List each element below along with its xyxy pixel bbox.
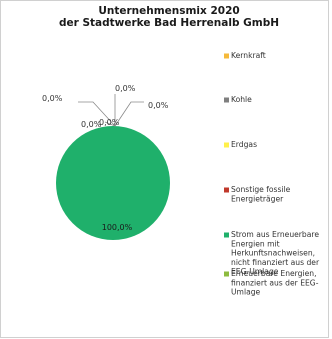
- data-label: 0,0%: [99, 118, 120, 127]
- data-label: 0,0%: [81, 120, 102, 129]
- legend-label: Umlage: [231, 288, 261, 297]
- legend-label: EEG-Umlage: [231, 267, 279, 276]
- legend-item: Erneuerbare Energien,finanziert aus der …: [224, 269, 319, 297]
- legend-item: Kohle: [224, 95, 252, 104]
- legend-label: Sonstige fossile: [231, 185, 291, 194]
- leader-line: [104, 121, 116, 127]
- legend-swatch: [224, 53, 229, 59]
- legend-swatch: [224, 97, 229, 103]
- data-label: 0,0%: [42, 94, 63, 103]
- leader-lines: [78, 94, 144, 127]
- pie-slices: [56, 126, 170, 240]
- chart-title-line: Unternehmensmix 2020: [98, 5, 239, 17]
- data-label: 0,0%: [115, 84, 136, 93]
- data-labels: 0,0%0,0%0,0%0,0%0,0%100,0%: [42, 84, 169, 232]
- legend-label: Erdgas: [231, 140, 257, 149]
- data-label: 0,0%: [148, 101, 169, 110]
- legend-label: Herkunftsnachweisen,: [231, 249, 315, 258]
- legend-label: Kernkraft: [231, 51, 266, 60]
- leader-line: [78, 101, 116, 127]
- legend-label: Erneuerbare Energien,: [231, 269, 317, 278]
- leader-line: [114, 101, 144, 127]
- legend-swatch: [224, 271, 229, 277]
- legend-label: Energieträger: [231, 194, 284, 203]
- legend-label: finanziert aus der EEG-: [231, 278, 319, 287]
- legend-swatch: [224, 232, 229, 238]
- legend-swatch: [224, 142, 229, 148]
- data-label: 100,0%: [102, 223, 133, 232]
- legend-item: Erdgas: [224, 140, 257, 149]
- legend-item: Kernkraft: [224, 51, 266, 60]
- chart-title-line: der Stadtwerke Bad Herrenalb GmbH: [59, 17, 279, 29]
- leader-line: [114, 122, 118, 127]
- legend-label: nicht finanziert aus der: [231, 258, 320, 267]
- legend-label: Strom aus Erneuerbare: [231, 230, 319, 239]
- legend-swatch: [224, 187, 229, 193]
- pie-slice-4: [56, 126, 170, 240]
- legend-label: Energien mit: [231, 239, 280, 248]
- legend-label: Kohle: [231, 95, 252, 104]
